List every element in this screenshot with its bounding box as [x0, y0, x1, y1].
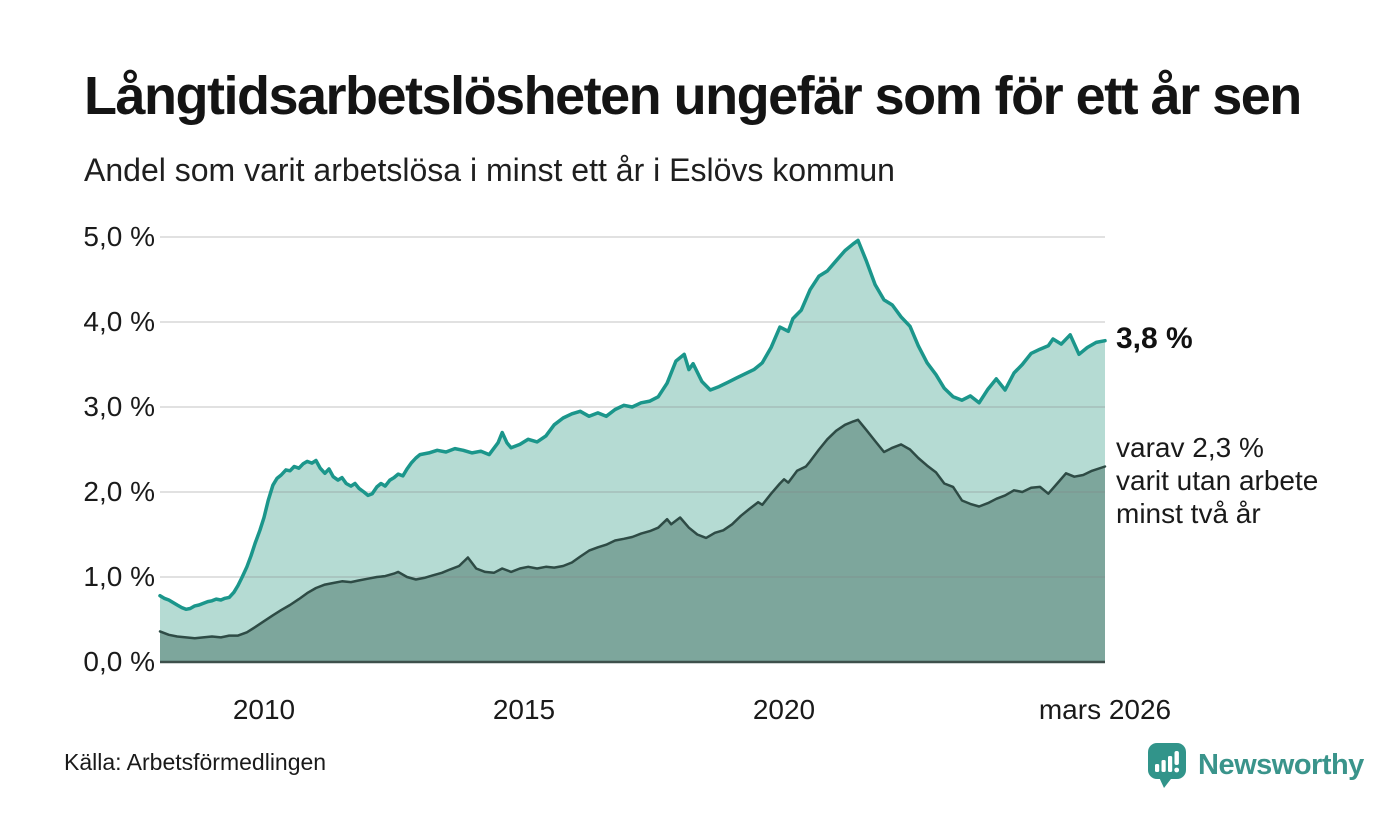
- series2-end-label-line2: varit utan arbete: [1116, 465, 1319, 496]
- x-axis-tick-mars-2026: mars 2026: [1038, 694, 1172, 725]
- x-axis-tick-2020: 2020: [752, 694, 816, 725]
- y-axis-tick-1: 1,0 %: [83, 561, 155, 592]
- y-axis-tick-3: 3,0 %: [83, 391, 155, 422]
- newsworthy-logo: Newsworthy: [1147, 740, 1364, 790]
- series-2-line: [158, 418, 1107, 640]
- series2-end-value-label: varav 2,3 % varit utan arbete minst två …: [1116, 431, 1318, 530]
- y-axis-tick-2: 2,0 %: [83, 476, 155, 507]
- newsworthy-logo-text: Newsworthy: [1198, 748, 1364, 781]
- series-1-line: [158, 238, 1107, 612]
- series2-end-label-line3: minst två år: [1116, 498, 1261, 529]
- series1-end-value-label: 3,8 %: [1116, 322, 1193, 355]
- page-title: Långtidsarbetslösheten ungefär som för e…: [84, 66, 1302, 126]
- series-2-area: [160, 419, 1105, 662]
- x-axis-tick-2010: 2010: [232, 694, 296, 725]
- x-axis-tick-2015: 2015: [492, 694, 556, 725]
- y-axis-tick-4: 4,0 %: [83, 306, 155, 337]
- source-attribution: Källa: Arbetsförmedlingen: [64, 749, 327, 775]
- series2-end-label-line1: varav 2,3 %: [1116, 432, 1264, 463]
- y-axis-tick-5: 5,0 %: [83, 221, 155, 252]
- y-axis-tick-0: 0,0 %: [83, 646, 155, 677]
- chart-subtitle: Andel som varit arbetslösa i minst ett å…: [84, 152, 895, 188]
- newsworthy-logo-icon: [1148, 742, 1186, 788]
